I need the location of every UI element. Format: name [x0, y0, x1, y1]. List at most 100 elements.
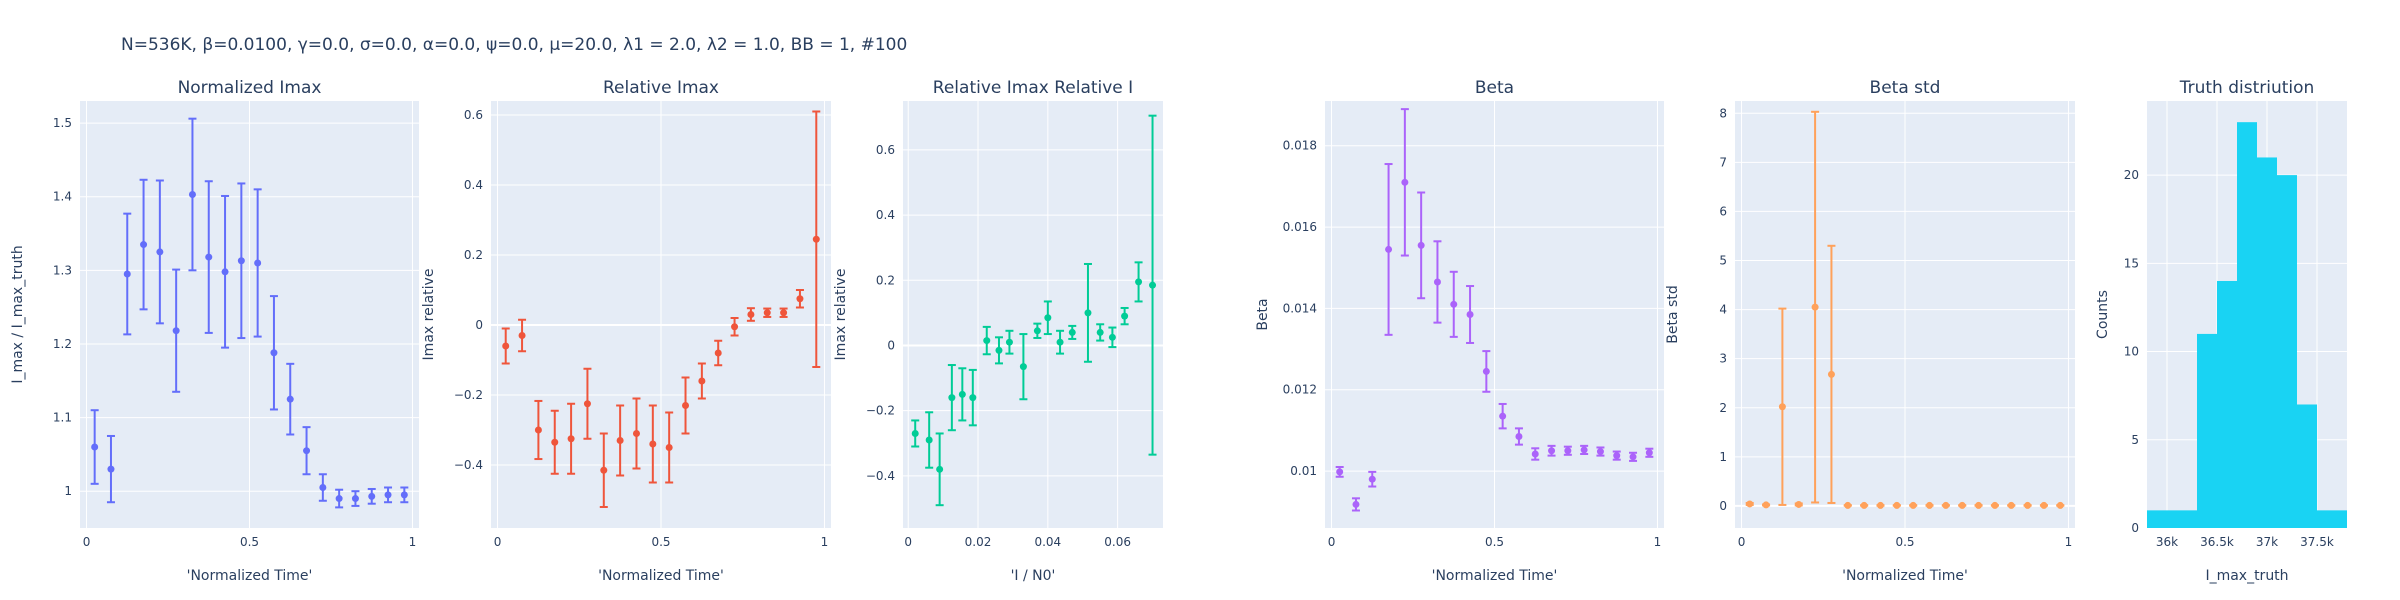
data-point: [1827, 370, 1835, 378]
data-point: [270, 349, 278, 357]
x-axis-label: I_max_truth: [2205, 568, 2288, 584]
data-point: [698, 377, 706, 385]
data-point: [2007, 501, 2015, 509]
y-tick-label: 0.01: [1290, 464, 1317, 478]
y-tick-label: 0.2: [876, 273, 895, 287]
data-point: [172, 327, 180, 335]
panel-title: Normalized Imax: [178, 78, 322, 98]
y-tick-label: −0.4: [866, 469, 895, 483]
data-point: [123, 270, 131, 278]
x-tick-label: 0: [494, 535, 502, 549]
y-tick-label: 2: [1719, 401, 1727, 415]
data-point: [1135, 278, 1143, 286]
y-tick-label: 1: [64, 484, 72, 498]
y-tick-label: 1.1: [53, 411, 72, 425]
data-point: [1033, 327, 1041, 335]
data-point: [812, 235, 820, 243]
data-point: [911, 429, 919, 437]
data-point: [600, 466, 608, 474]
data-point: [1499, 412, 1507, 420]
data-point: [1548, 447, 1556, 455]
y-tick-label: −0.2: [866, 404, 895, 418]
y-tick-label: 5: [2131, 433, 2139, 447]
data-point: [1746, 500, 1754, 508]
data-point: [649, 440, 657, 448]
data-point: [2024, 501, 2032, 509]
x-tick-label: 36.5k: [2200, 535, 2234, 549]
data-point: [205, 253, 213, 261]
y-axis-label: Imax relative: [421, 269, 437, 361]
panels: 0 0.5 1 1 1.1 1.2 1.3 1.4 1.5 Normalized Imax 'Nor…: [10, 78, 2347, 584]
data-point: [1991, 501, 1999, 509]
y-tick-label: 0.2: [464, 248, 483, 262]
data-point: [1762, 501, 1770, 509]
y-tick-label: 8: [1719, 106, 1727, 120]
data-point: [1482, 367, 1490, 375]
data-point: [1613, 452, 1621, 460]
y-tick-label: 6: [1719, 204, 1727, 218]
y-tick-label: 15: [2124, 256, 2139, 270]
data-point: [714, 349, 722, 357]
data-point: [400, 491, 408, 499]
data-point: [384, 491, 392, 499]
data-point: [1958, 501, 1966, 509]
data-point: [1019, 363, 1027, 371]
data-point: [731, 323, 739, 331]
y-axis-label: I_max / I_max_truth: [10, 245, 26, 383]
data-point: [1466, 311, 1474, 318]
chart-panel-6: 36k 36.5k 37k 37.5k 0 5 10 15 20 Truth distriutio…: [2095, 78, 2347, 584]
data-point: [91, 443, 99, 451]
data-point: [1942, 501, 1950, 509]
y-tick-label: 1.5: [53, 116, 72, 130]
data-point: [2056, 501, 2064, 509]
data-point: [368, 492, 376, 500]
x-axis-label: 'Normalized Time': [187, 568, 313, 584]
y-tick-label: 1.4: [53, 190, 72, 204]
y-tick-label: −0.4: [454, 458, 483, 472]
x-axis-label: 'Normalized Time': [598, 568, 724, 584]
data-point: [1149, 281, 1157, 289]
x-axis-label: 'Normalized Time': [1432, 568, 1558, 584]
x-tick-label: 0.04: [1034, 535, 1061, 549]
data-point: [254, 259, 262, 267]
y-tick-label: 0: [887, 338, 895, 352]
data-point: [780, 309, 788, 317]
y-tick-label: 0.6: [876, 143, 895, 157]
y-tick-label: 5: [1719, 254, 1727, 268]
y-tick-label: 0.018: [1283, 139, 1317, 153]
data-point: [1596, 448, 1604, 456]
histogram-bar: [2217, 280, 2237, 528]
histogram-bar: [2257, 157, 2277, 528]
y-tick-label: 0.4: [464, 178, 483, 192]
data-point: [1084, 309, 1092, 317]
chart-panel-4: 0 0.5 1 0.01 0.012 0.014 0.016 0.018 Beta 'Normal…: [1255, 78, 1664, 584]
data-point: [1580, 446, 1588, 454]
y-tick-label: 0: [1719, 499, 1727, 513]
data-point: [1860, 501, 1868, 509]
histogram-bar: [2317, 510, 2347, 528]
data-point: [1795, 500, 1803, 508]
data-point: [1108, 333, 1116, 341]
histogram-bar: [2147, 510, 2182, 528]
data-point: [1352, 500, 1360, 508]
y-tick-label: 0: [2131, 521, 2139, 535]
data-point: [682, 402, 690, 409]
y-tick-label: 0.6: [464, 108, 483, 122]
data-point: [156, 248, 164, 256]
data-point: [1778, 403, 1786, 411]
data-point: [583, 400, 591, 408]
y-tick-label: 0.014: [1283, 301, 1317, 315]
data-point: [925, 436, 933, 444]
data-point: [995, 346, 1003, 354]
panel-title: Relative Imax: [603, 78, 719, 98]
data-point: [1629, 453, 1637, 461]
data-point: [351, 495, 359, 503]
data-point: [1385, 245, 1393, 253]
chart-panel-2: 0 0.5 1 −0.4 −0.2 0 0.2 0.4 0.6 Relative Imax 'Nor…: [421, 78, 831, 584]
data-point: [303, 447, 311, 455]
x-axis-label: 'I / N0': [1011, 568, 1056, 584]
y-tick-label: −0.2: [454, 388, 483, 402]
data-point: [1893, 501, 1901, 509]
data-point: [221, 268, 229, 276]
x-tick-label: 0.5: [1895, 535, 1914, 549]
